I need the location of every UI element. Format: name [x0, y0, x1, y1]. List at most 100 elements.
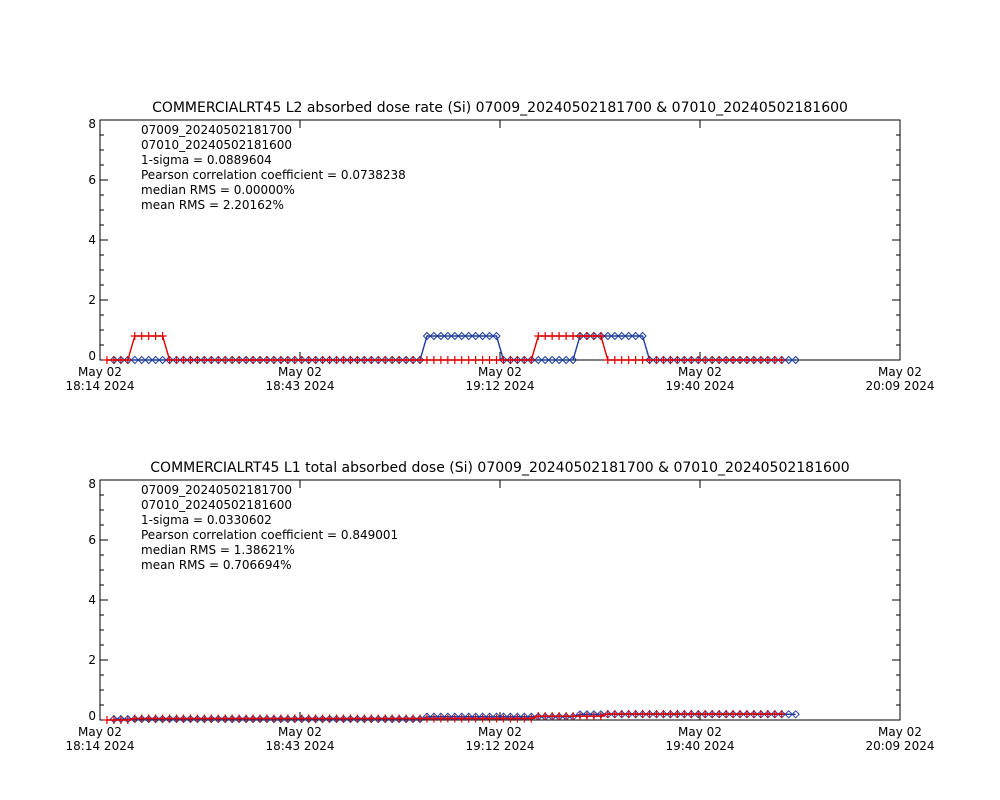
data-point-diamond	[436, 331, 446, 341]
data-point-plus	[659, 356, 668, 364]
data-point-plus	[715, 356, 724, 364]
x-tick-date: May 02	[678, 365, 722, 379]
data-point-diamond	[457, 331, 466, 341]
data-point-plus	[360, 356, 369, 364]
data-point-plus	[492, 714, 501, 723]
data-point-plus	[680, 710, 689, 718]
data-point-diamond	[144, 355, 153, 365]
y-tick-label: 6	[88, 173, 96, 187]
data-point-plus	[603, 356, 612, 364]
data-point-plus	[666, 356, 675, 364]
data-point-plus	[631, 710, 640, 718]
data-point-plus	[450, 714, 459, 723]
data-point-diamond	[784, 355, 793, 365]
data-point-plus	[158, 332, 167, 340]
data-point-plus	[416, 714, 424, 723]
data-point-plus	[555, 712, 564, 721]
data-point-diamond	[450, 331, 459, 341]
data-point-plus	[374, 356, 383, 364]
data-point-plus	[701, 356, 710, 364]
data-point-diamond	[791, 355, 800, 365]
data-point-plus	[137, 332, 146, 340]
y-tick-label: 6	[88, 533, 96, 547]
y-tick-label: 4	[88, 593, 96, 607]
stat-mean-rms: mean RMS = 0.706694%	[141, 558, 292, 572]
data-point-plus	[109, 716, 118, 724]
data-point-plus	[290, 356, 299, 364]
legend-entry-series-a: 07009_20240502181700	[141, 123, 292, 137]
data-point-diamond	[137, 355, 146, 365]
data-point-plus	[770, 710, 779, 718]
data-point-plus	[589, 712, 598, 721]
data-point-plus	[283, 356, 292, 364]
data-point-diamond	[422, 331, 432, 341]
x-tick-time: 19:12 2024	[466, 379, 535, 393]
data-point-plus	[471, 356, 480, 364]
x-tick-time: 18:43 2024	[266, 739, 335, 753]
data-point-plus	[242, 356, 251, 364]
data-point-plus	[116, 356, 125, 364]
data-point-plus	[596, 712, 605, 721]
data-point-diamond	[568, 355, 578, 365]
legend-entry-series-b: 07010_20240502181600	[141, 498, 292, 512]
x-tick-time: 18:43 2024	[266, 379, 335, 393]
data-point-plus	[548, 332, 557, 340]
data-point-plus	[443, 356, 452, 364]
y-tick-label: 0	[88, 349, 96, 363]
data-point-plus	[694, 710, 703, 718]
data-point-plus	[116, 716, 125, 724]
data-point-diamond	[443, 331, 453, 341]
data-point-plus	[276, 714, 285, 723]
data-point-plus	[694, 356, 703, 364]
legend: 07009_20240502181700 07010_2024050218160…	[141, 483, 398, 572]
data-point-plus	[659, 710, 668, 718]
data-point-plus	[151, 714, 160, 723]
data-point-plus	[763, 710, 772, 718]
data-point-plus	[422, 714, 431, 723]
data-point-plus	[221, 356, 230, 364]
data-point-plus	[624, 356, 633, 364]
data-point-plus	[513, 356, 522, 364]
y-axis: 0 2 4 6 8	[88, 477, 96, 723]
data-point-diamond	[638, 331, 647, 341]
data-point-diamond	[610, 331, 619, 341]
data-point-plus	[603, 710, 612, 718]
data-point-plus	[172, 714, 181, 723]
data-point-plus	[520, 714, 529, 723]
data-point-diamond	[534, 355, 543, 365]
x-tick-date: May 02	[478, 365, 522, 379]
data-point-plus	[749, 356, 758, 364]
data-point-plus	[506, 356, 515, 364]
data-point-plus	[429, 356, 438, 364]
data-point-plus	[429, 714, 438, 723]
data-point-plus	[249, 714, 258, 723]
data-point-plus	[638, 356, 647, 364]
y-tick-label: 2	[88, 653, 96, 667]
data-point-plus	[228, 714, 237, 723]
data-point-plus	[367, 714, 376, 723]
data-point-plus	[576, 332, 584, 340]
data-point-diamond	[603, 331, 613, 341]
data-point-plus	[422, 356, 431, 364]
data-point-plus	[395, 714, 404, 723]
x-tick-date: May 02	[878, 725, 922, 739]
data-point-diamond	[547, 355, 557, 365]
y-tick-label: 8	[88, 477, 96, 491]
data-point-plus	[207, 356, 216, 364]
data-point-plus	[499, 714, 508, 723]
data-point-plus	[332, 714, 341, 723]
data-point-plus	[311, 714, 320, 723]
x-tick-date: May 02	[878, 365, 922, 379]
data-point-plus	[353, 714, 362, 723]
data-point-plus	[506, 714, 515, 723]
data-point-plus	[722, 356, 731, 364]
data-point-plus	[346, 714, 355, 723]
data-point-plus	[763, 356, 772, 364]
data-point-plus	[708, 356, 717, 364]
data-point-diamond	[617, 331, 626, 341]
data-point-diamond	[485, 331, 494, 341]
data-point-plus	[569, 712, 578, 721]
x-tick-date: May 02	[478, 725, 522, 739]
stat-median-rms: median RMS = 1.38621%	[141, 543, 295, 557]
